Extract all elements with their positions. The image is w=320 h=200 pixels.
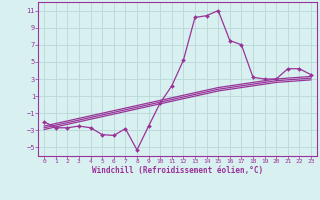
X-axis label: Windchill (Refroidissement éolien,°C): Windchill (Refroidissement éolien,°C)	[92, 166, 263, 175]
